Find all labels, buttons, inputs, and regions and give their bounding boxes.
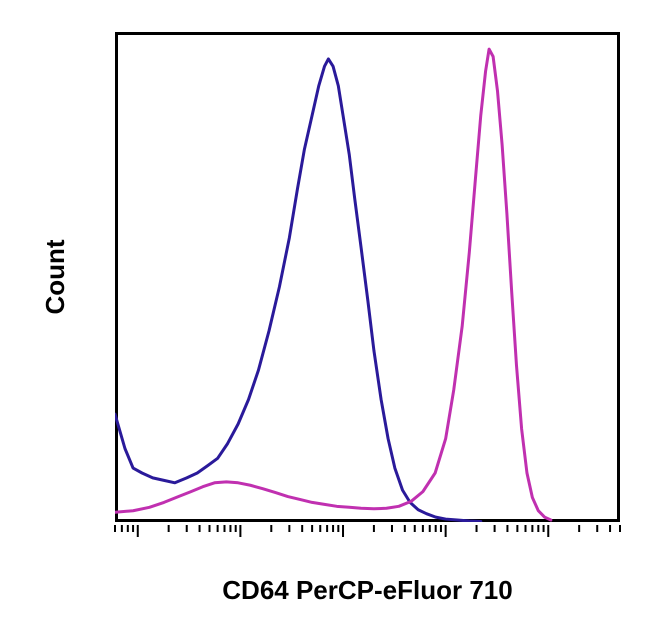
series-group — [115, 49, 551, 521]
series-control — [115, 59, 481, 522]
series-stained — [115, 49, 551, 520]
y-axis-label: Count — [42, 127, 68, 427]
plot-svg — [0, 0, 650, 632]
x-axis-ticks — [115, 525, 620, 537]
x-axis-label: CD64 PerCP-eFluor 710 — [115, 575, 620, 606]
flow-cytometry-histogram: CD64 PerCP-eFluor 710 Count — [0, 0, 650, 632]
